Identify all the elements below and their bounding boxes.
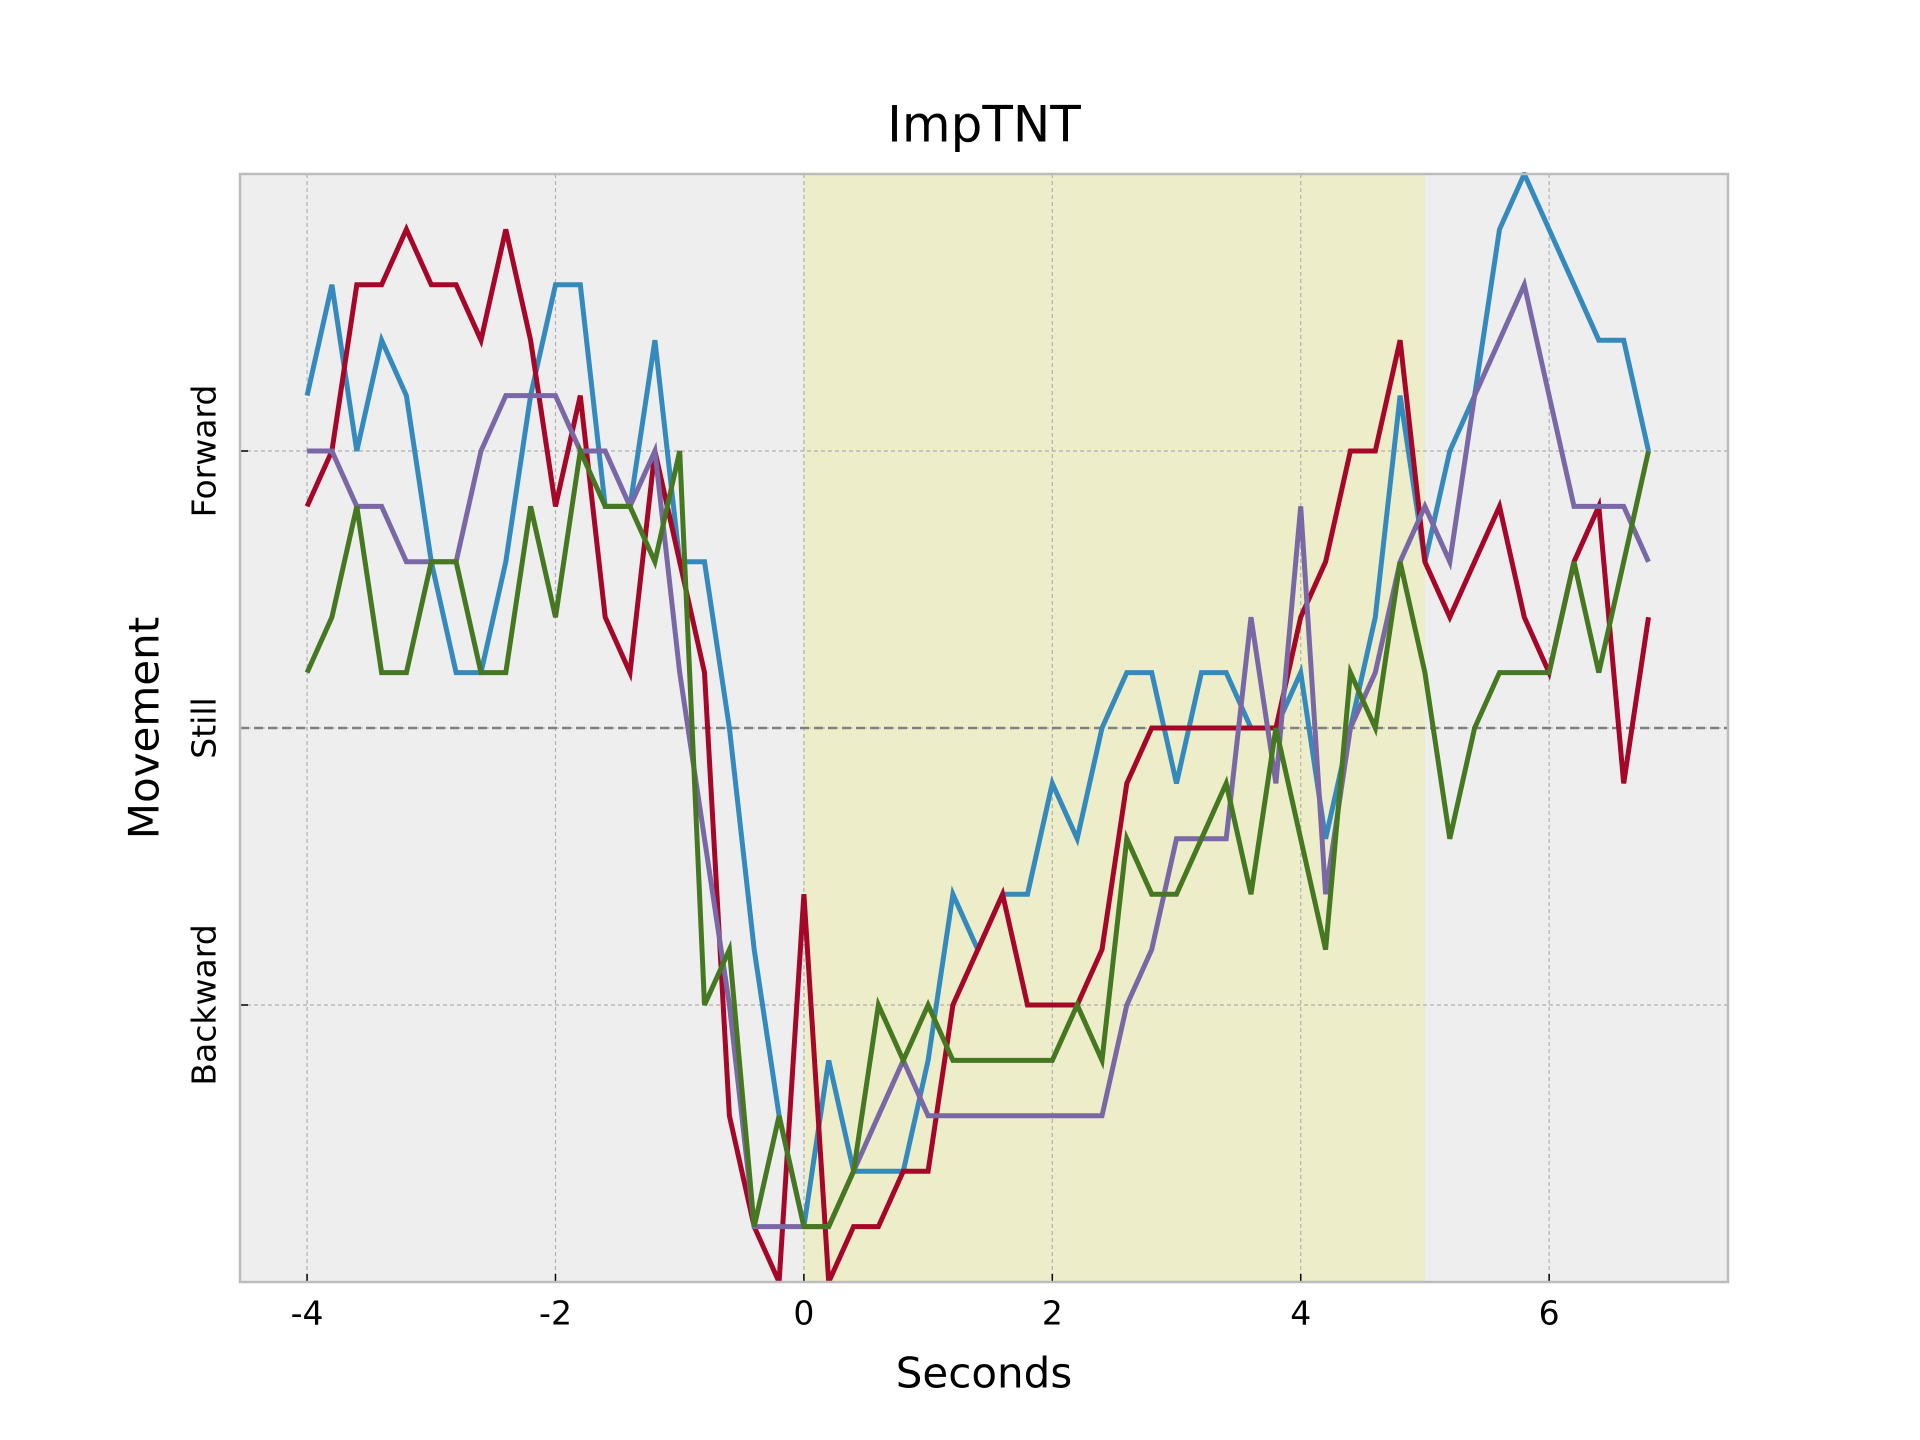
x-tick-label: -4	[291, 1294, 324, 1333]
x-tick-label: 4	[1290, 1294, 1311, 1333]
x-tick-label: -2	[539, 1294, 572, 1333]
y-tick-label: Still	[185, 697, 224, 758]
y-tick-label: Backward	[185, 924, 224, 1085]
x-tick-label: 0	[793, 1294, 814, 1333]
chart-title: ImpTNT	[887, 96, 1081, 154]
series-line	[307, 276, 1651, 1230]
y-tick-label: Forward	[185, 385, 224, 518]
y-axis-label: Movement	[120, 617, 169, 839]
x-tick-label: 6	[1539, 1294, 1560, 1333]
x-axis-label: Seconds	[896, 1349, 1072, 1398]
series-line	[304, 223, 1651, 1284]
x-tick-label: 2	[1042, 1294, 1063, 1333]
plot-frame	[238, 172, 1730, 1284]
series-line	[304, 442, 1651, 1230]
